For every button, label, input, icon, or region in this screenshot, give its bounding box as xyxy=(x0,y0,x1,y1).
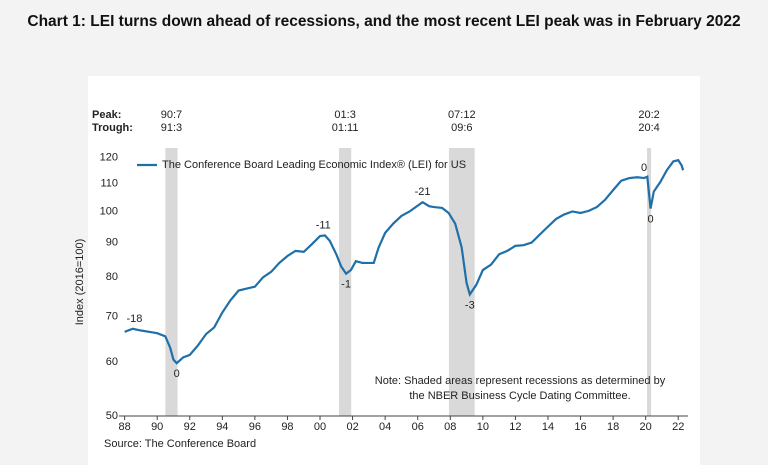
peak-date: 90:7 xyxy=(161,109,182,121)
x-tick-label: 12 xyxy=(509,421,521,433)
note: the NBER Business Cycle Dating Committee… xyxy=(409,390,630,402)
lead-annotation: -21 xyxy=(415,186,431,198)
lead-annotation: 0 xyxy=(647,213,653,225)
recession-band xyxy=(339,148,352,416)
recession-band xyxy=(647,148,652,416)
lei-line xyxy=(124,158,685,365)
note: Note: Shaded areas represent recessions … xyxy=(375,375,666,387)
y-axis-label: Index (2016=100) xyxy=(74,239,86,326)
trough-date: 09:6 xyxy=(451,122,472,134)
peak-date: 07:12 xyxy=(448,109,476,121)
lead-annotation: -11 xyxy=(316,220,331,232)
trough-label: Trough: xyxy=(92,122,133,134)
x-tick-label: 10 xyxy=(477,421,489,433)
panel xyxy=(88,76,700,465)
x-tick-label: 96 xyxy=(249,421,261,433)
chart-title: Chart 1: LEI turns down ahead of recessi… xyxy=(27,13,741,30)
lead-annotation: -18 xyxy=(126,313,142,325)
x-tick-label: 02 xyxy=(346,421,358,433)
peak-label: Peak: xyxy=(92,109,121,121)
y-tick-label: 110 xyxy=(100,177,118,189)
x-tick-label: 18 xyxy=(607,421,619,433)
peak-date: 20:2 xyxy=(638,109,659,121)
x-tick-label: 00 xyxy=(314,421,326,433)
trough-date: 01:11 xyxy=(332,122,359,134)
recession-band xyxy=(165,148,178,416)
source: Source: The Conference Board xyxy=(104,438,256,450)
lead-annotation: 0 xyxy=(174,368,180,380)
x-tick-label: 14 xyxy=(542,421,554,433)
x-tick-label: 98 xyxy=(281,421,293,433)
x-tick-label: 88 xyxy=(119,421,131,433)
lead-annotation: 0 xyxy=(641,162,647,174)
recession-band xyxy=(448,148,475,416)
x-tick-label: 22 xyxy=(672,421,684,433)
trough-date: 91:3 xyxy=(161,122,182,134)
lead-annotation: -3 xyxy=(465,299,475,311)
x-tick-label: 90 xyxy=(151,421,163,433)
x-tick-label: 08 xyxy=(444,421,456,433)
y-tick-label: 120 xyxy=(100,152,118,164)
y-tick-label: 70 xyxy=(106,311,118,323)
y-tick-label: 90 xyxy=(106,236,118,248)
y-tick-label: 60 xyxy=(106,356,118,368)
x-tick-label: 20 xyxy=(640,421,652,433)
legend-label: The Conference Board Leading Economic In… xyxy=(162,159,466,171)
y-tick-label: 100 xyxy=(100,205,118,217)
x-tick-label: 94 xyxy=(216,421,228,433)
x-tick-label: 92 xyxy=(184,421,196,433)
x-tick-label: 16 xyxy=(574,421,586,433)
lead-annotation: -1 xyxy=(341,279,351,291)
x-tick-label: 06 xyxy=(412,421,424,433)
trough-date: 20:4 xyxy=(638,122,659,134)
y-tick-label: 50 xyxy=(106,410,118,422)
y-tick-label: 80 xyxy=(106,271,118,283)
peak-date: 01:3 xyxy=(334,109,355,121)
x-tick-label: 04 xyxy=(379,421,391,433)
